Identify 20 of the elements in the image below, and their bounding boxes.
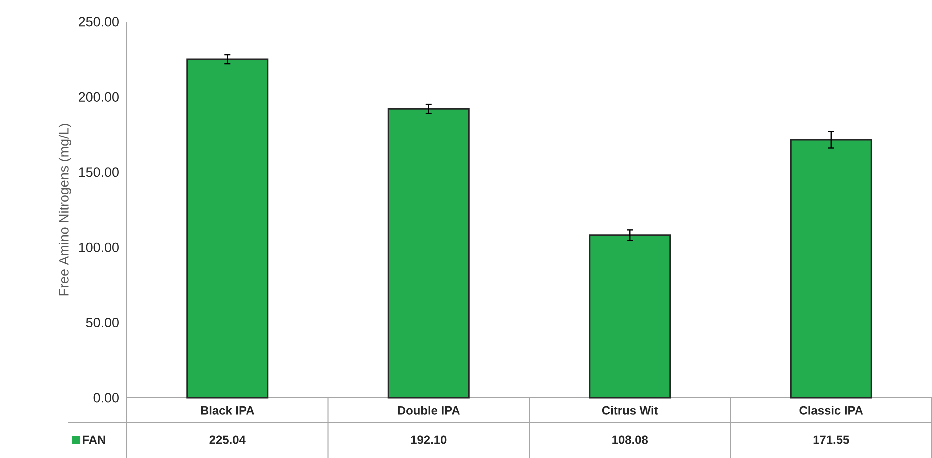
- legend-label: FAN: [83, 436, 106, 444]
- bar: [186, 58, 269, 399]
- y-tick-label: 250.00: [79, 17, 119, 27]
- x-tick-label: Black IPA: [201, 406, 254, 415]
- y-tick-label: 150.00: [79, 168, 119, 178]
- data-label: 171.55: [814, 436, 850, 444]
- x-tick-label: Double IPA: [398, 406, 460, 415]
- x-tick-label: Citrus Wit: [602, 406, 658, 415]
- data-label: 225.04: [210, 436, 246, 444]
- y-tick-label: 50.00: [86, 318, 119, 328]
- data-label: 108.08: [612, 436, 648, 444]
- y-tick-label: 100.00: [79, 242, 119, 252]
- x-tick-label: Classic IPA: [800, 406, 864, 415]
- bar: [589, 234, 672, 399]
- y-axis-title: Free Amino Nitrogens (mg/L): [58, 124, 72, 296]
- y-tick-label: 0.00: [94, 393, 119, 403]
- data-label: 192.10: [411, 436, 447, 444]
- bar: [388, 108, 470, 399]
- bar: [790, 139, 872, 399]
- y-tick-label: 200.00: [79, 92, 119, 102]
